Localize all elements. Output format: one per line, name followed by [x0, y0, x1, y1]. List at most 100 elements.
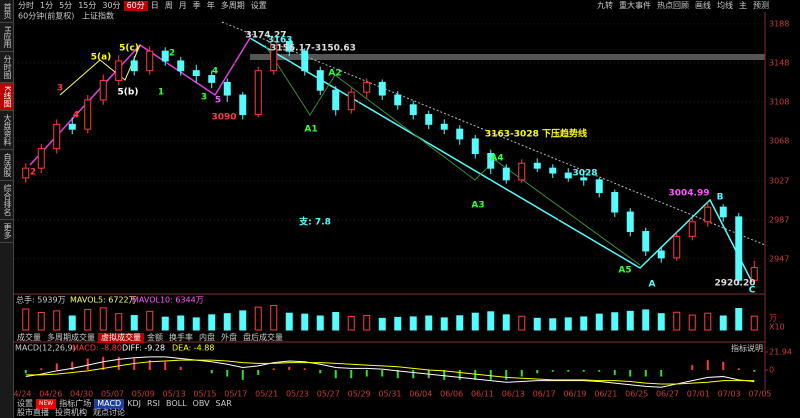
indicator-tab[interactable]: OBV: [192, 399, 210, 408]
period-tab[interactable]: 月: [178, 0, 187, 10]
candle-body: [146, 50, 154, 72]
volume-bar: [626, 310, 634, 331]
x-tick-label: 06/06: [440, 390, 463, 399]
volume-tab[interactable]: 外盘: [221, 333, 237, 342]
side-tab[interactable]: H应用: [0, 23, 13, 53]
annotation: 3: [57, 84, 63, 94]
volume-bar: [595, 313, 603, 331]
candle-body: [657, 250, 665, 259]
candle-body: [99, 79, 107, 101]
annotation: 2920.20: [715, 279, 756, 289]
side-tab[interactable]: 更多: [0, 220, 13, 244]
candle-body: [642, 231, 650, 252]
annotation: 2: [169, 49, 175, 59]
annotation: 1: [158, 88, 164, 98]
volume-bar: [53, 310, 61, 331]
candle-body: [378, 81, 386, 96]
tool-button[interactable]: 画线: [695, 0, 711, 10]
volume-tab[interactable]: 换手率: [169, 333, 193, 342]
y-tick-label: 3148: [769, 58, 789, 67]
period-tab[interactable]: 季: [192, 0, 201, 10]
volume-bar: [254, 306, 262, 331]
volume-bar: [704, 312, 712, 331]
annotation: 4: [73, 111, 79, 121]
candle-body: [223, 81, 231, 96]
x-tick-label: 06/17: [533, 390, 556, 399]
side-tab[interactable]: 综合排名: [0, 181, 13, 221]
bottom-tab[interactable]: 股市直播: [17, 408, 49, 417]
x-tick-label: 06/27: [656, 390, 679, 399]
volume-bar: [502, 314, 510, 331]
indicator-tab[interactable]: KDJ: [127, 399, 141, 408]
tool-button[interactable]: 主: [739, 0, 747, 10]
annotation: B: [717, 193, 724, 203]
y-tick-label: 3188: [769, 19, 789, 28]
candle-body: [177, 60, 185, 72]
side-tab[interactable]: 分时图: [0, 52, 13, 84]
indicator-tab[interactable]: NEW: [36, 399, 57, 409]
period-tab[interactable]: 60分: [123, 0, 148, 11]
indicator-tab[interactable]: 指标广场: [59, 399, 92, 408]
volume-legend: MAVOL10: 6344万: [132, 296, 204, 305]
volume-tab[interactable]: 金额: [147, 333, 163, 342]
period-tab[interactable]: 15分: [78, 0, 97, 10]
period-tab[interactable]: 30分: [102, 0, 121, 10]
volume-bar: [471, 312, 479, 331]
annotation: A2: [328, 69, 341, 79]
y-tick-label: 0: [769, 366, 774, 375]
annotation: 3090: [211, 113, 236, 123]
tool-button[interactable]: 九转: [597, 0, 613, 10]
y-tick-label: 3068: [769, 136, 789, 145]
y-tick-label: 21.94: [769, 348, 792, 357]
period-tab[interactable]: 1分: [40, 0, 54, 10]
indicator-tab[interactable]: RSI: [146, 399, 160, 408]
volume-bar: [68, 315, 76, 331]
side-tab[interactable]: 大盘资料: [0, 111, 13, 151]
period-tab[interactable]: 设置: [250, 0, 267, 10]
period-tab[interactable]: 分时: [18, 0, 34, 10]
indicator-tab[interactable]: MACD: [94, 399, 125, 409]
candle-body: [332, 89, 340, 111]
indicator-tab[interactable]: 设置: [17, 399, 33, 408]
volume-tab[interactable]: 成交量: [17, 333, 41, 342]
volume-tab[interactable]: 内盘: [199, 333, 215, 342]
volume-tab[interactable]: 多周期成交量: [47, 333, 95, 342]
help-link[interactable]: 指标说明: [731, 344, 763, 353]
period-tab[interactable]: 日: [150, 0, 159, 10]
period-tab[interactable]: 周: [164, 0, 173, 10]
side-tab[interactable]: 首页: [0, 0, 13, 23]
annotation: A1: [304, 125, 317, 135]
volume-bar: [208, 314, 216, 331]
volume-tab[interactable]: 虚拟成交量: [98, 333, 144, 343]
volume-bar: [611, 312, 619, 331]
tool-button[interactable]: 均线: [717, 0, 733, 10]
x-tick-label: 05/09: [132, 390, 155, 399]
side-tab[interactable]: K线图: [0, 83, 13, 112]
volume-tab[interactable]: 盘后成交量: [243, 333, 283, 342]
annotation: C: [749, 286, 756, 296]
side-tab[interactable]: 自选股: [0, 150, 13, 182]
bottom-tab[interactable]: 观点讨论: [93, 408, 125, 417]
chart-subtitle: 60分钟(前复权): [18, 11, 74, 21]
tool-button[interactable]: 重大事件: [619, 0, 651, 10]
period-tab[interactable]: 年: [206, 0, 215, 10]
y-tick-label: 2947: [769, 254, 789, 263]
period-tab[interactable]: 多周期: [220, 0, 245, 10]
candle-body: [626, 211, 634, 233]
candle-body: [301, 50, 309, 72]
period-tab[interactable]: 5分: [59, 0, 73, 10]
tool-button[interactable]: 热点回顾: [657, 0, 689, 10]
candle-body: [611, 192, 619, 213]
bottom-tab[interactable]: 投资机构: [55, 408, 87, 417]
y-tick-label: 3027: [769, 176, 789, 185]
candle-body: [440, 123, 448, 130]
candle-body: [735, 216, 743, 281]
annotation: 3156.17-3150.63: [270, 44, 356, 54]
indicator-tab[interactable]: BOLL: [165, 399, 187, 408]
volume-bar: [22, 308, 30, 331]
indicator-tab[interactable]: SAR: [215, 399, 232, 408]
annotation: A5: [618, 266, 631, 276]
tool-button[interactable]: 预测: [753, 0, 769, 10]
candle-body: [254, 70, 262, 116]
x-tick-label: 06/11: [471, 390, 494, 399]
